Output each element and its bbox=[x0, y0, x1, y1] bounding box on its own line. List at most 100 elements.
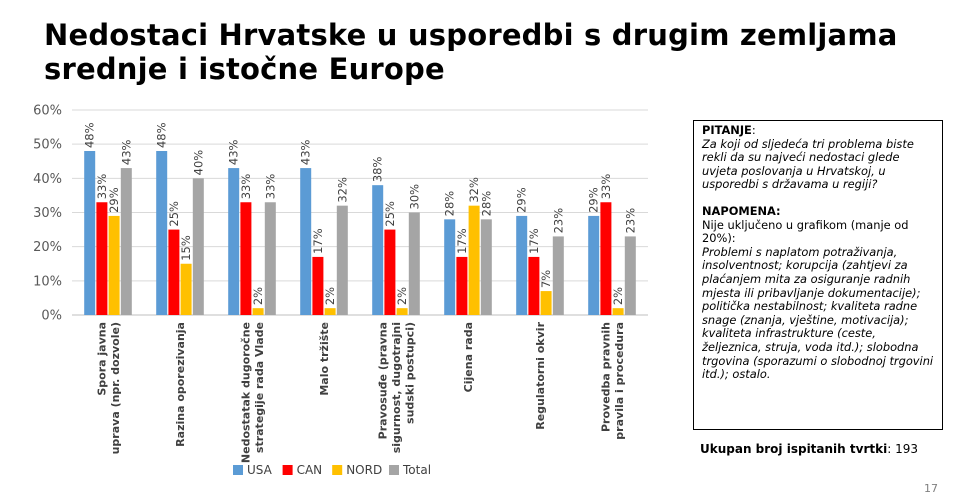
data-label: 32% bbox=[467, 177, 481, 203]
category-label: sigurnost, dugotrajni bbox=[390, 322, 403, 453]
data-label: 17% bbox=[455, 228, 469, 254]
legend-label: Total bbox=[402, 463, 431, 477]
y-tick-label: 20% bbox=[33, 240, 62, 255]
y-tick-label: 10% bbox=[33, 274, 62, 289]
bar-can bbox=[600, 202, 612, 315]
bar-usa bbox=[516, 215, 528, 315]
data-label: 23% bbox=[623, 208, 637, 234]
legend-label: USA bbox=[247, 463, 273, 477]
question-text: Za koji od sljedeća tri problema biste r… bbox=[702, 136, 914, 192]
data-label: 25% bbox=[383, 201, 397, 227]
category-label: Spora javna bbox=[95, 322, 108, 396]
legend-swatch-nord bbox=[332, 465, 343, 475]
bar-usa bbox=[84, 151, 96, 315]
data-label: 29% bbox=[107, 187, 121, 213]
bar-nord bbox=[396, 308, 408, 315]
question-box: PITANJE: Za koji od sljedeća tri problem… bbox=[693, 120, 943, 430]
data-label: 33% bbox=[263, 174, 277, 200]
data-label: 28% bbox=[479, 191, 493, 217]
bar-nord bbox=[252, 308, 264, 315]
bar-usa bbox=[588, 215, 600, 315]
bar-total bbox=[120, 168, 132, 315]
data-label: 15% bbox=[179, 235, 193, 261]
data-label: 23% bbox=[551, 208, 565, 234]
data-label: 2% bbox=[251, 287, 265, 305]
bar-nord bbox=[540, 291, 552, 315]
bar-nord bbox=[180, 263, 192, 315]
bar-can bbox=[240, 202, 252, 315]
category-label: Nedostatak dugoročne bbox=[239, 322, 252, 463]
legend-swatch-can bbox=[282, 465, 293, 475]
note-intro: Nije uključeno u grafikom (manje od 20%)… bbox=[702, 217, 909, 246]
category-label: pravila i procedura bbox=[613, 322, 626, 440]
bar-total bbox=[408, 212, 420, 315]
data-label: 43% bbox=[119, 139, 133, 165]
y-tick-label: 60% bbox=[33, 104, 62, 119]
y-tick-label: 40% bbox=[33, 172, 62, 187]
data-label: 43% bbox=[299, 139, 313, 165]
data-label: 32% bbox=[335, 177, 349, 203]
bar-total bbox=[624, 236, 636, 315]
data-label: 2% bbox=[323, 287, 337, 305]
bar-can bbox=[384, 229, 396, 315]
category-label: Regulatorni okvir bbox=[534, 321, 547, 429]
respondent-value: 193 bbox=[895, 442, 918, 456]
data-label: 33% bbox=[239, 174, 253, 200]
bar-chart: 0%10%20%30%40%50%60%48%33%29%43%Spora ja… bbox=[33, 104, 648, 477]
bar-nord bbox=[612, 308, 624, 315]
y-tick-label: 50% bbox=[33, 138, 62, 153]
y-tick-label: 0% bbox=[41, 309, 62, 324]
data-label: 48% bbox=[83, 122, 97, 148]
bar-total bbox=[192, 178, 204, 315]
bar-can bbox=[528, 256, 540, 315]
bar-can bbox=[96, 202, 108, 315]
data-label: 33% bbox=[95, 174, 109, 200]
bar-can bbox=[168, 229, 180, 315]
bar-usa bbox=[300, 168, 312, 315]
slide-title: Nedostaci Hrvatske u usporedbi s drugim … bbox=[44, 18, 898, 86]
data-label: 25% bbox=[167, 201, 181, 227]
data-label: 30% bbox=[407, 184, 421, 210]
bar-nord bbox=[324, 308, 336, 315]
data-label: 7% bbox=[539, 270, 553, 288]
bar-can bbox=[456, 256, 468, 315]
category-label: Razina oporezivanja bbox=[174, 322, 187, 447]
bar-usa bbox=[156, 151, 168, 315]
data-label: 38% bbox=[371, 157, 385, 183]
data-label: 43% bbox=[227, 139, 241, 165]
bar-usa bbox=[372, 185, 384, 315]
category-label: uprava (npr. dozvole) bbox=[109, 322, 122, 454]
legend-label: CAN bbox=[297, 463, 323, 477]
data-label: 17% bbox=[527, 228, 541, 254]
legend-swatch-total bbox=[389, 465, 399, 475]
data-label: 17% bbox=[311, 228, 325, 254]
data-label: 40% bbox=[191, 150, 205, 176]
bar-can bbox=[312, 256, 324, 315]
bar-nord bbox=[468, 205, 480, 315]
data-label: 29% bbox=[587, 187, 601, 213]
data-label: 33% bbox=[599, 174, 613, 200]
bar-total bbox=[552, 236, 564, 315]
respondent-count: Ukupan broj ispitanih tvrtki: 193 bbox=[700, 442, 918, 456]
bar-total bbox=[480, 219, 492, 315]
note-items: Problemi s naplatom potraživanja, insolv… bbox=[702, 244, 934, 382]
data-label: 2% bbox=[611, 287, 625, 305]
category-label: strategije rada Vlade bbox=[253, 322, 266, 453]
legend-label: NORD bbox=[346, 463, 382, 477]
category-label: sudski postupci) bbox=[404, 322, 417, 424]
bar-total bbox=[336, 205, 348, 315]
note-heading: NAPOMENA: bbox=[702, 203, 781, 218]
data-label: 48% bbox=[155, 122, 169, 148]
category-label: Cijena rada bbox=[462, 322, 475, 392]
bar-total bbox=[264, 202, 276, 315]
bar-usa bbox=[444, 219, 456, 315]
category-label: Malo tržište bbox=[318, 322, 331, 396]
category-label: Provedba pravnih bbox=[599, 322, 612, 432]
respondent-label: Ukupan broj ispitanih tvrtki bbox=[700, 442, 888, 456]
category-label: Pravosuđe (pravna bbox=[377, 322, 390, 439]
bar-nord bbox=[108, 215, 120, 315]
bar-usa bbox=[228, 168, 240, 315]
data-label: 2% bbox=[395, 287, 409, 305]
data-label: 29% bbox=[515, 187, 529, 213]
question-heading: PITANJE bbox=[702, 123, 752, 137]
